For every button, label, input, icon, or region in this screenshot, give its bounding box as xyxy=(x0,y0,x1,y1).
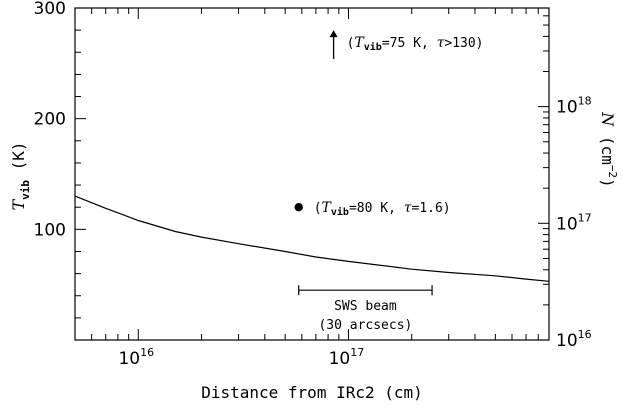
beam-label-line2: (30 arcsecs) xyxy=(318,318,412,333)
x-axis-label: Distance from IRc2 (cm) xyxy=(201,383,423,402)
y-left-tick-label: 300 xyxy=(34,0,66,19)
arrow-head xyxy=(329,30,338,38)
arrow-label: (Tvib=75 K, τ>130) xyxy=(347,35,484,53)
label-tau: τ xyxy=(437,35,445,51)
label-paren: ( xyxy=(314,201,322,216)
label-symbol: T xyxy=(354,35,365,51)
x-tick-label-base: 10 xyxy=(329,349,351,369)
y-left-tick-label: 200 xyxy=(34,110,66,130)
x-tick-label: 1017 xyxy=(329,346,365,369)
annotations: (Tvib=80 K, τ=1.6)(Tvib=75 K, τ>130)SWS … xyxy=(294,30,484,333)
x-tick-label: 1016 xyxy=(118,346,154,369)
label-end: =1.6) xyxy=(412,201,451,216)
y-right-tick-label-base: 10 xyxy=(556,98,578,118)
y-right-tick-label-exp: 16 xyxy=(578,328,592,341)
label-end: >130) xyxy=(444,36,483,51)
label-value: =80 K, xyxy=(349,201,404,216)
y-left-tick-label: 100 xyxy=(34,220,66,240)
label-paren: ( xyxy=(347,36,355,51)
data-point xyxy=(294,203,303,212)
y-right-tick-label: 1016 xyxy=(556,328,592,351)
label-value: =75 K, xyxy=(382,36,437,51)
axis-ticks xyxy=(74,7,550,341)
plot-frame xyxy=(74,7,550,341)
x-tick-label-base: 10 xyxy=(118,349,140,369)
y-right-tick-label-base: 10 xyxy=(556,214,578,234)
series-line xyxy=(74,195,550,282)
y-axis-label-left: Tvib (K) xyxy=(9,141,32,210)
y-right-tick-label-exp: 18 xyxy=(578,95,592,108)
label-tau: τ xyxy=(404,200,412,216)
y-right-tick-label: 1018 xyxy=(556,95,592,118)
data-point-label: (Tvib=80 K, τ=1.6) xyxy=(314,200,451,218)
x-tick-label-exp: 16 xyxy=(140,346,154,359)
y-axis-label-right: N (cm−2) xyxy=(598,111,619,187)
label-subscript: vib xyxy=(331,206,349,218)
y-right-tick-label: 1017 xyxy=(556,211,592,234)
label-subscript: vib xyxy=(364,41,382,53)
x-tick-label-exp: 17 xyxy=(350,346,364,359)
y-right-tick-label-base: 10 xyxy=(556,331,578,351)
beam-label-line1: SWS beam xyxy=(334,299,397,314)
label-symbol: T xyxy=(322,200,333,216)
y-right-tick-label-exp: 17 xyxy=(578,211,592,224)
